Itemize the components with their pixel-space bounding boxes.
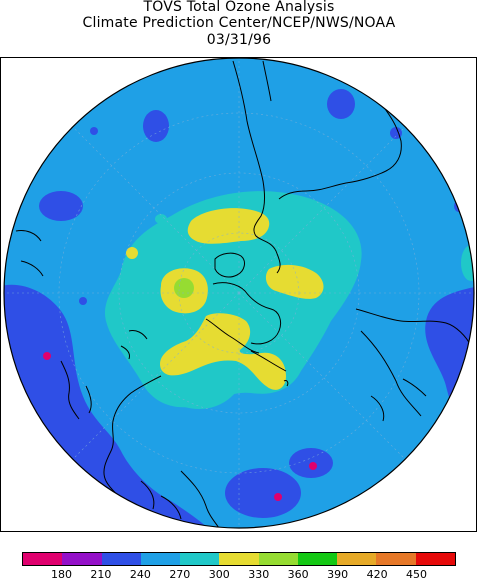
region-240-270-nw	[39, 191, 83, 221]
legend-swatch	[219, 553, 259, 565]
legend-swatch	[337, 553, 377, 565]
region-240-270-north2	[327, 89, 355, 119]
legend-tick-label: 180	[50, 568, 72, 581]
legend-swatch	[297, 553, 338, 565]
ozone-minimum-3	[274, 493, 282, 501]
legend-swatch	[258, 553, 298, 565]
ozone-map	[3, 58, 475, 529]
legend-swatch	[62, 553, 102, 565]
legend-swatch	[415, 553, 455, 565]
legend-tick-label: 450	[406, 568, 428, 581]
legend-tick-label: 300	[208, 568, 230, 581]
legend-tick-label: 360	[287, 568, 309, 581]
color-scale-bar	[22, 552, 456, 566]
ozone-minimum-2	[309, 462, 317, 470]
region-330-360-north	[187, 208, 270, 244]
region-330-360-center	[160, 313, 286, 390]
map-frame	[0, 57, 477, 532]
legend-swatch	[180, 553, 220, 565]
legend-swatch	[140, 553, 181, 565]
legend-tick-label: 210	[90, 568, 112, 581]
legend-swatch	[101, 553, 141, 565]
title-line-1: TOVS Total Ozone Analysis	[143, 0, 335, 15]
analysis-date: 03/31/96	[206, 32, 272, 48]
legend-tick-label: 420	[366, 568, 388, 581]
region-240-270-south	[225, 468, 301, 518]
legend-tick-label: 330	[248, 568, 270, 581]
coastlines	[15, 60, 472, 528]
legend-tick-label: 240	[129, 568, 151, 581]
legend-tick-label: 390	[327, 568, 349, 581]
region-360-390	[174, 278, 194, 298]
legend-swatch	[23, 553, 63, 565]
region-240-270-north	[143, 110, 169, 142]
region-330-360-east	[265, 264, 324, 299]
title-line-2: Climate Prediction Center/NCEP/NWS/NOAA	[82, 15, 396, 31]
legend-swatch	[376, 553, 416, 565]
ozone-minimum-1	[43, 352, 51, 360]
legend-tick-label: 270	[169, 568, 191, 581]
